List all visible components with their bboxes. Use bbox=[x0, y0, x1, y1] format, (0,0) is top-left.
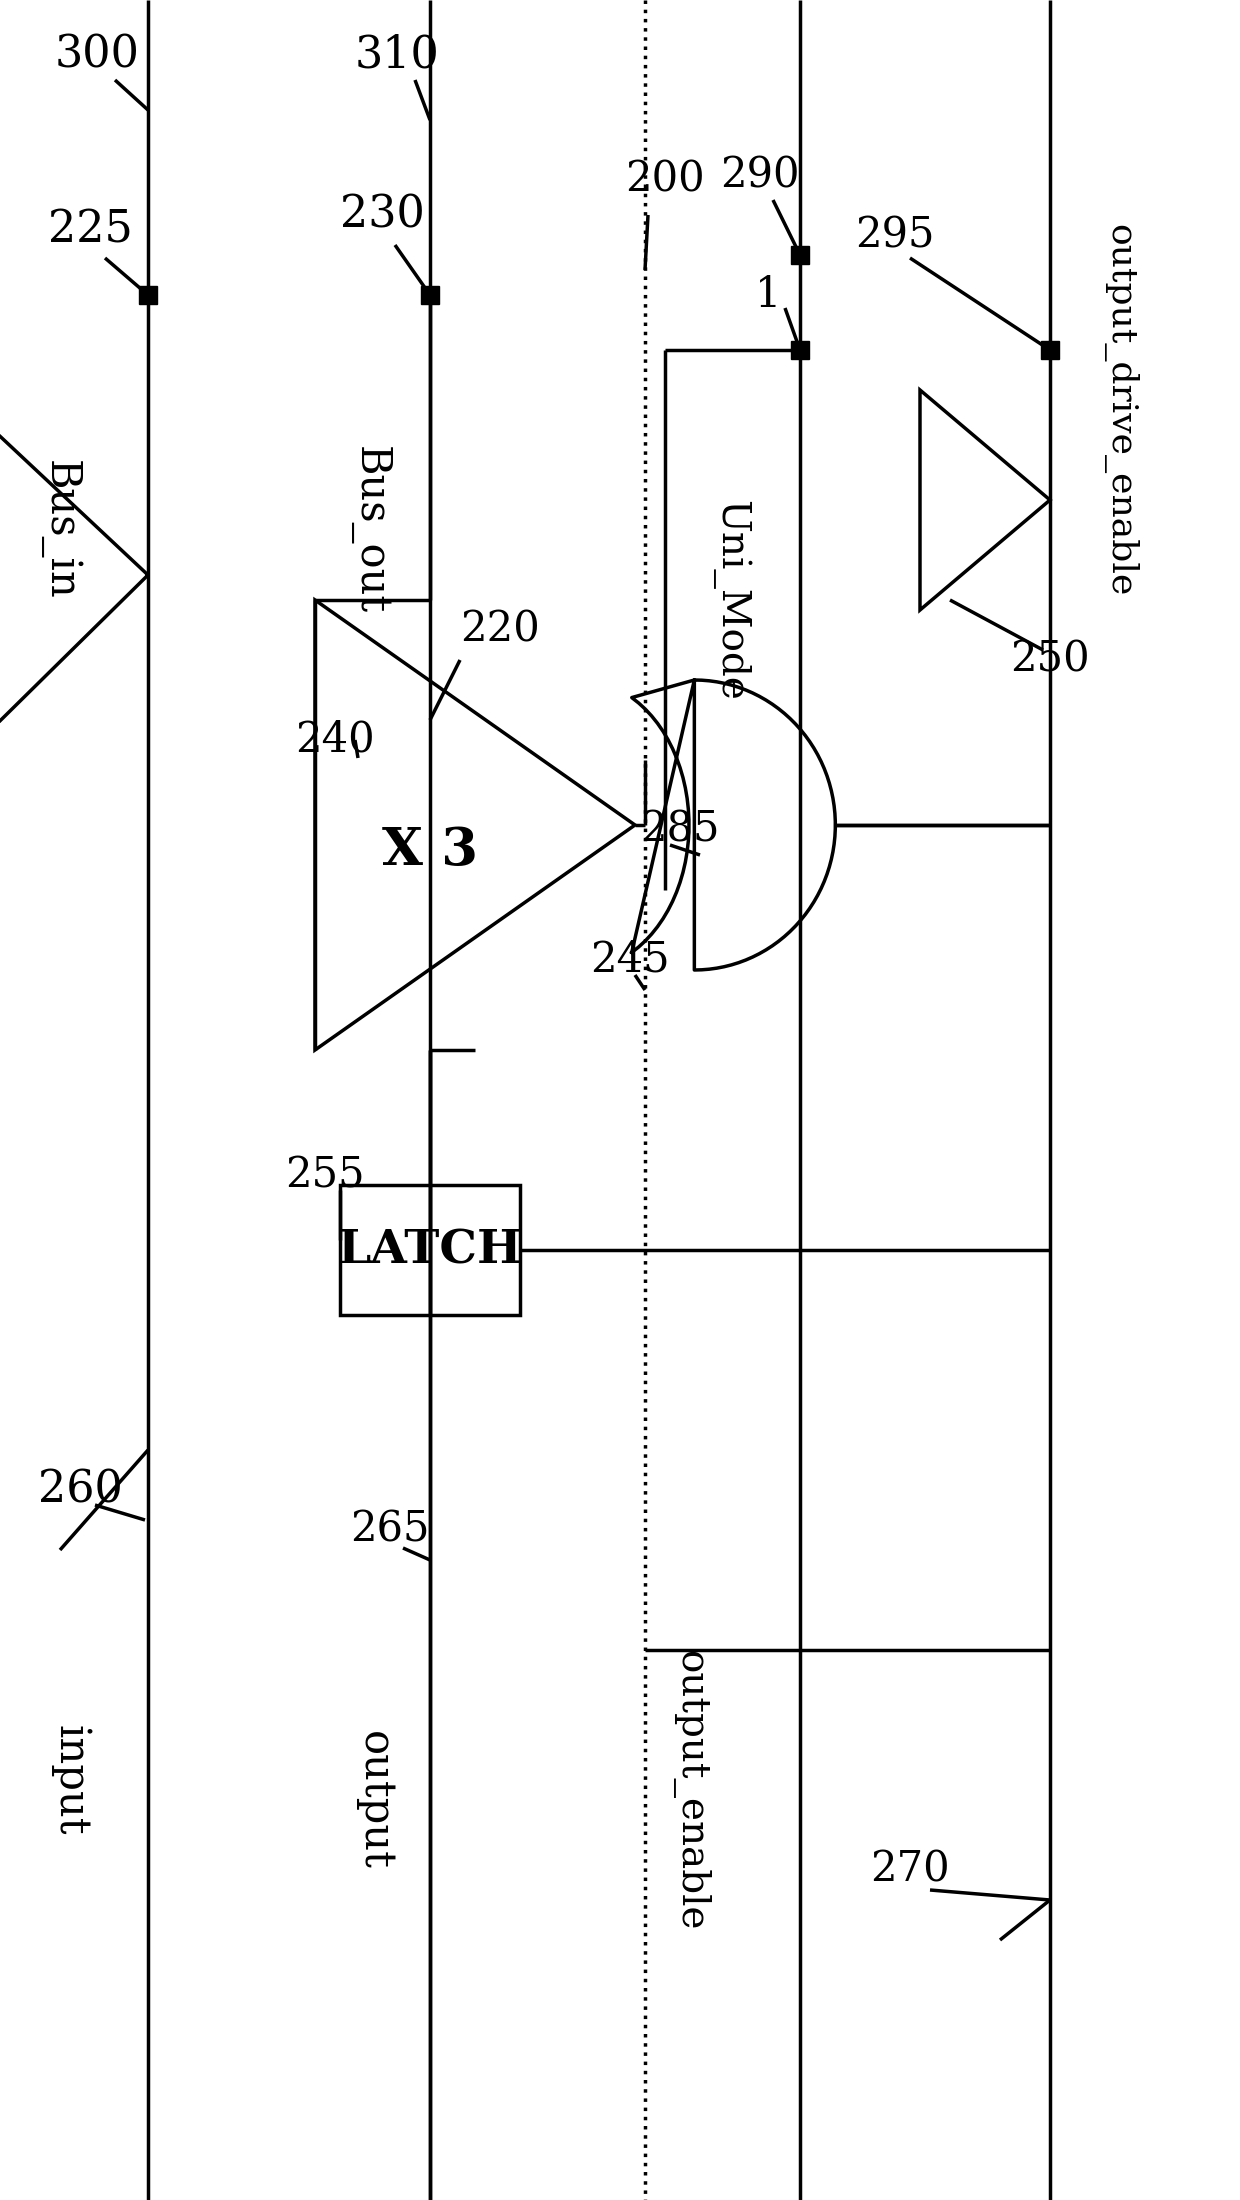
Text: Bus_in: Bus_in bbox=[38, 460, 81, 601]
Text: input: input bbox=[50, 1725, 91, 1835]
Text: 285: 285 bbox=[640, 810, 719, 851]
Text: 270: 270 bbox=[870, 1848, 950, 1892]
Bar bbox=[1042, 341, 1059, 359]
Bar bbox=[139, 286, 157, 304]
Text: 310: 310 bbox=[355, 33, 440, 77]
Text: 250: 250 bbox=[1011, 638, 1090, 682]
Bar bbox=[422, 286, 439, 304]
Text: output: output bbox=[353, 1731, 396, 1870]
Bar bbox=[340, 1186, 520, 1316]
Text: output_enable: output_enable bbox=[671, 1650, 709, 1929]
Text: X 3: X 3 bbox=[382, 825, 477, 876]
Text: 240: 240 bbox=[295, 719, 374, 761]
Text: 295: 295 bbox=[856, 213, 935, 255]
Text: 230: 230 bbox=[340, 194, 425, 238]
Text: Bus_out: Bus_out bbox=[348, 447, 391, 614]
Text: 220: 220 bbox=[460, 609, 539, 651]
Text: 245: 245 bbox=[590, 939, 670, 981]
Bar bbox=[791, 246, 808, 264]
Text: 300: 300 bbox=[55, 33, 140, 77]
Text: LATCH: LATCH bbox=[337, 1228, 522, 1274]
Text: 225: 225 bbox=[48, 209, 133, 251]
Text: 255: 255 bbox=[285, 1155, 365, 1197]
Text: output_drive_enable: output_drive_enable bbox=[1102, 224, 1137, 596]
Text: 265: 265 bbox=[350, 1509, 429, 1551]
Text: 290: 290 bbox=[720, 154, 800, 196]
Text: 1: 1 bbox=[755, 275, 781, 317]
Text: Uni_Mode: Uni_Mode bbox=[711, 499, 749, 700]
Text: 260: 260 bbox=[38, 1467, 123, 1511]
Text: 200: 200 bbox=[625, 158, 704, 200]
Bar bbox=[791, 341, 808, 359]
